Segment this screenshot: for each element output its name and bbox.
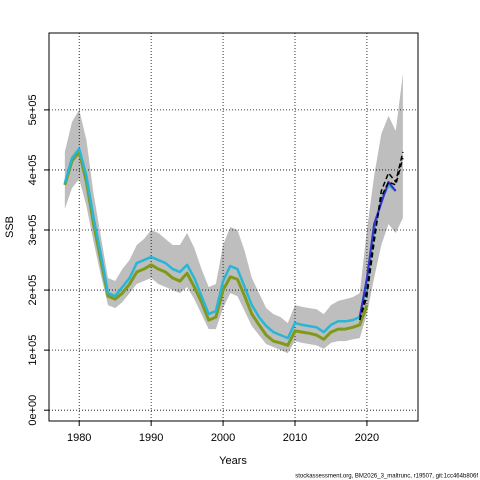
y-tick-label: 5e+05 (27, 94, 39, 125)
confidence-band (64, 73, 403, 354)
x-tick-label: 1980 (67, 432, 91, 444)
x-axis-label: Years (219, 455, 247, 467)
y-tick-label: 1e+05 (27, 335, 39, 366)
series-line (63, 147, 397, 340)
plot-frame (48, 32, 419, 422)
y-tick-label: 4e+05 (27, 154, 39, 185)
y-tick-label: 0e+00 (27, 395, 39, 426)
series-line (359, 151, 404, 321)
y-axis-label: SSB (4, 216, 16, 238)
series-line (63, 150, 369, 347)
x-tick-label: 2020 (355, 432, 379, 444)
x-tick-label: 2000 (211, 432, 235, 444)
footer: stockassessment.org, BM2026_3_maltrunc, … (295, 474, 478, 480)
x-tick-label: 2010 (283, 432, 307, 444)
x-tick-label: 1990 (139, 432, 163, 444)
y-tick-label: 3e+05 (27, 215, 39, 246)
y-tick-label: 2e+05 (27, 275, 39, 306)
